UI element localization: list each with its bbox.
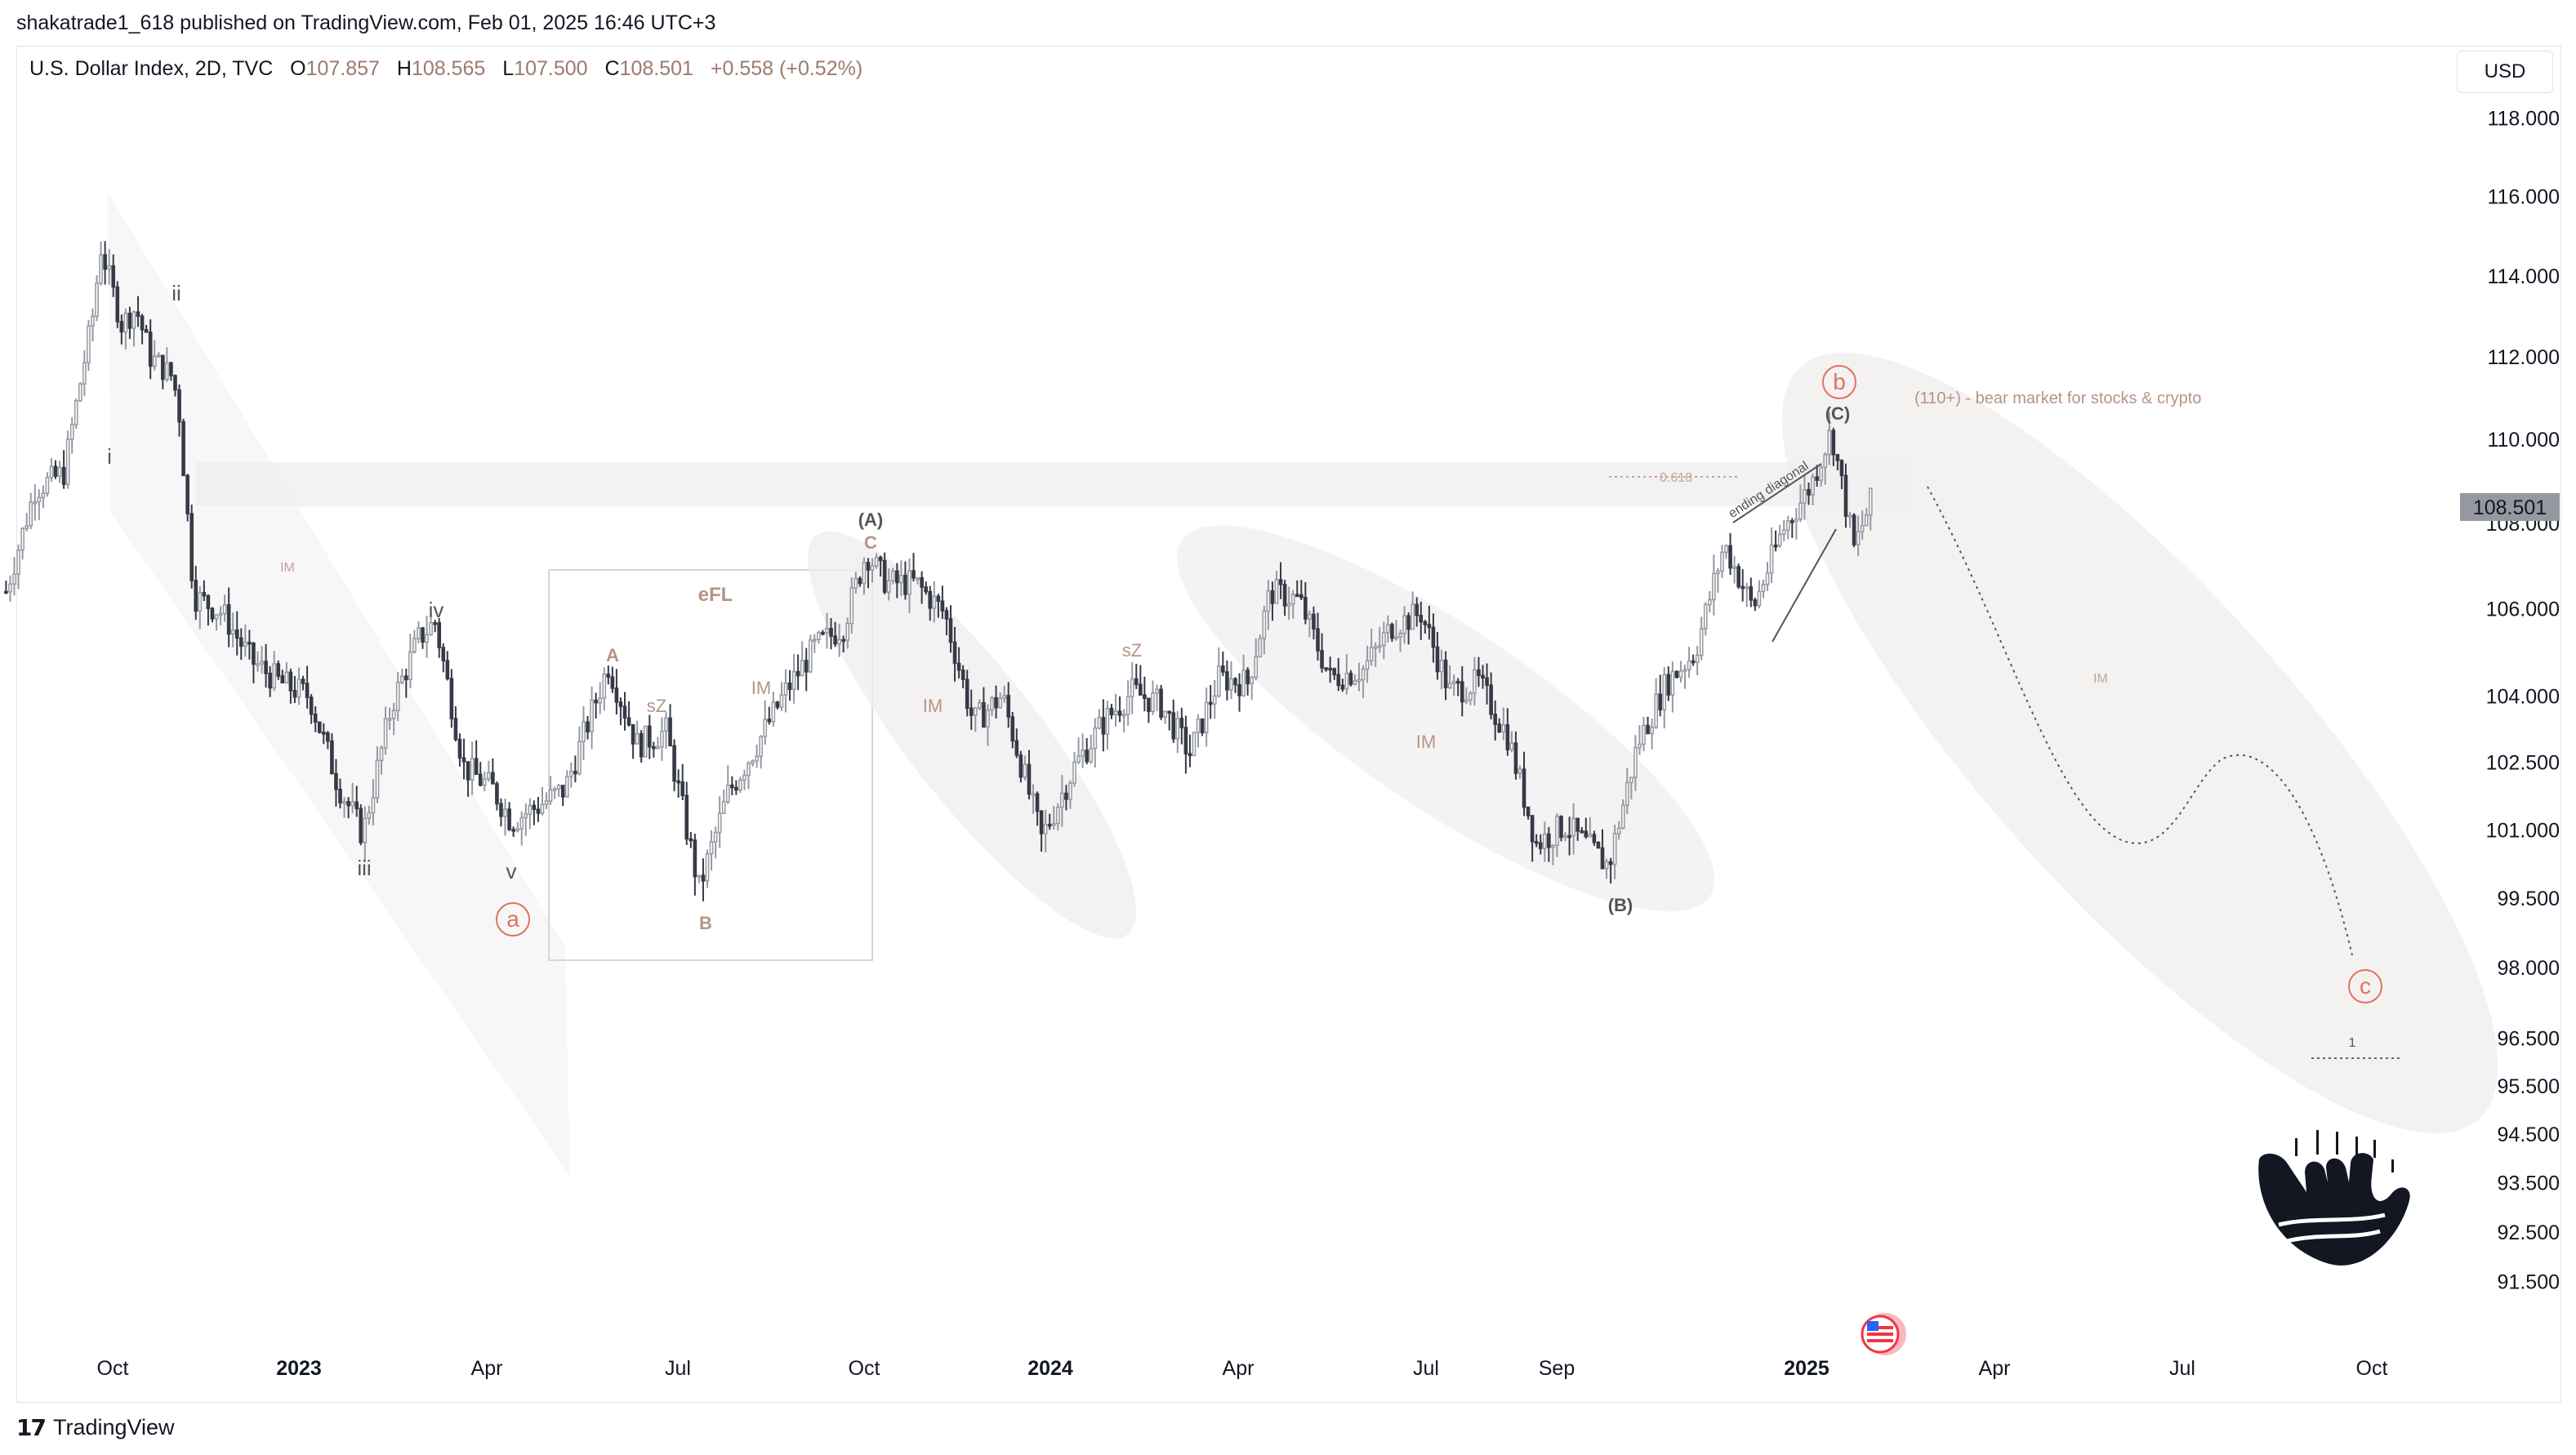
symbol-name[interactable]: U.S. Dollar Index, 2D, TVC [29, 57, 274, 80]
publish-info: shakatrade1_618 published on TradingView… [16, 11, 716, 34]
high-label: H [396, 57, 412, 80]
tradingview-logo-icon: 17 [16, 1414, 47, 1441]
currency-button[interactable]: USD [2457, 51, 2553, 93]
low-value: 107.500 [514, 57, 588, 80]
symbol-legend: U.S. Dollar Index, 2D, TVC O107.857 H108… [29, 57, 862, 81]
open-label: O [290, 57, 306, 80]
chart-frame[interactable] [16, 46, 2561, 1403]
tradingview-brand[interactable]: 17 TradingView [16, 1414, 175, 1441]
high-value: 108.565 [411, 57, 486, 80]
close-label: C [604, 57, 620, 80]
candle-body [4, 590, 8, 594]
candle-body [8, 583, 12, 593]
close-value: 108.501 [619, 57, 693, 80]
low-label: L [502, 57, 515, 80]
brand-name: TradingView [52, 1415, 175, 1439]
open-value: 107.857 [305, 57, 380, 80]
change-value: +0.558 (+0.52%) [710, 57, 863, 80]
candle-body [12, 573, 16, 585]
